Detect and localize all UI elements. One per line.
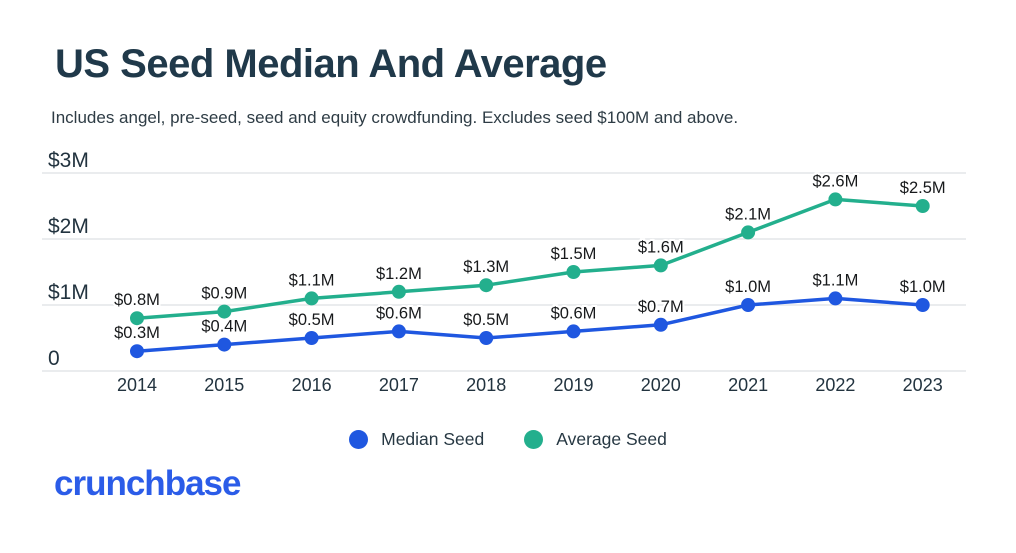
average-seed-point [566, 265, 581, 279]
median-seed-value-label: $0.3M [114, 324, 160, 342]
x-axis-tick-label: 2018 [466, 375, 506, 395]
line-chart: $3M $2M $1M 0 2014 2015 2016 2017 2018 2019 2020 20… [42, 149, 966, 395]
average-seed-value-label: $0.8M [114, 291, 160, 309]
average-seed-point [304, 291, 319, 306]
x-axis-tick-label: 2022 [815, 375, 855, 395]
median-seed-value-label: $0.6M [376, 304, 422, 322]
average-seed-value-label: $1.2M [376, 265, 422, 283]
median-seed-point [479, 331, 494, 345]
average-seed-point [217, 304, 232, 319]
x-axis-tick-label: 2020 [641, 375, 681, 395]
x-axis-tick-label: 2014 [117, 375, 157, 395]
median-seed-value-label: $0.6M [551, 304, 597, 322]
average-seed-point [828, 192, 843, 207]
average-seed-point [915, 199, 930, 213]
median-seed-point [741, 298, 756, 312]
x-axis-tick-label: 2015 [204, 375, 244, 395]
median-seed-point [391, 324, 406, 339]
average-seed-value-label: $2.1M [725, 205, 771, 223]
median-seed-line [135, 296, 925, 353]
median-seed-value-label: $0.5M [463, 311, 509, 329]
average-seed-line [135, 197, 925, 320]
median-seed-point [566, 324, 581, 339]
average-seed-point [741, 225, 756, 240]
y-axis-tick-label: 0 [48, 347, 60, 370]
average-seed-value-label: $1.1M [289, 271, 335, 289]
y-axis-tick-label: $1M [48, 281, 89, 304]
average-seed-point [391, 284, 406, 299]
crunchbase-logo: crunchbase [54, 464, 241, 503]
median-seed-point [653, 317, 668, 332]
median-seed-value-label: $1.1M [812, 271, 858, 289]
legend-label: Average Seed [556, 428, 667, 449]
x-axis-tick-label: 2021 [728, 375, 768, 395]
median-seed-value-label: $1.0M [900, 278, 946, 296]
chart-title: US Seed Median And Average [55, 42, 607, 86]
average-seed-value-label: $2.6M [812, 172, 858, 190]
average-seed-point [653, 258, 668, 273]
average-seed-value-label: $2.5M [900, 179, 946, 197]
average-seed-value-label: $1.5M [551, 245, 597, 263]
median-seed-swatch-icon [349, 429, 369, 449]
x-axis-tick-label: 2016 [292, 375, 332, 395]
average-seed-value-label: $0.9M [201, 285, 247, 303]
median-seed-value-label: $0.5M [289, 311, 335, 329]
legend-item-median-seed: Median Seed [349, 429, 484, 450]
median-seed-point [828, 291, 843, 306]
median-seed-value-label: $0.7M [638, 298, 684, 316]
legend: Median Seed Average Seed [0, 425, 1016, 453]
x-axis-tick-label: 2019 [553, 375, 593, 395]
median-seed-point [130, 344, 144, 359]
average-seed-swatch-icon [524, 429, 544, 449]
y-axis-tick-label: $2M [48, 215, 89, 238]
y-axis-tick-label: $3M [48, 149, 89, 172]
legend-label: Median Seed [381, 428, 485, 449]
average-seed-point [479, 278, 494, 293]
median-seed-value-label: $1.0M [725, 278, 771, 296]
average-seed-point [130, 311, 144, 326]
legend-item-average-seed: Average Seed [524, 429, 667, 450]
x-axis-tick-label: 2023 [903, 375, 943, 395]
average-seed-value-label: $1.6M [638, 238, 684, 256]
average-seed-value-label: $1.3M [463, 258, 509, 276]
median-seed-point [915, 298, 930, 312]
x-axis-tick-label: 2017 [379, 375, 419, 395]
chart-subtitle: Includes angel, pre-seed, seed and equit… [51, 108, 739, 127]
median-seed-point [217, 337, 232, 352]
median-seed-value-label: $0.4M [201, 318, 247, 336]
median-seed-point [304, 331, 319, 345]
